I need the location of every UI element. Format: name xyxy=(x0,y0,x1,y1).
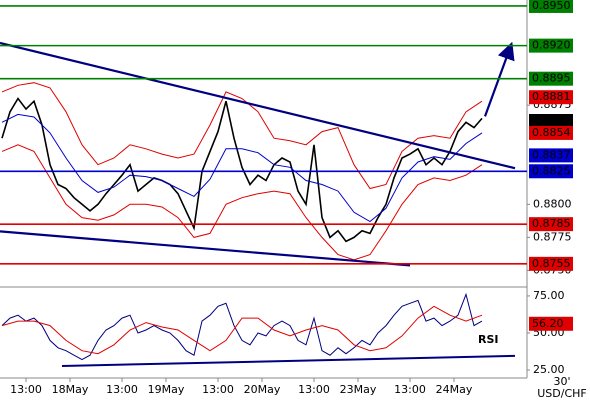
x-tick-label: 13:00 xyxy=(106,383,138,396)
y-tick-label: 75.00 xyxy=(533,289,565,302)
level-box xyxy=(529,148,573,163)
x-tick-label: 24May xyxy=(436,383,473,396)
series-line xyxy=(0,230,411,267)
level-box xyxy=(529,217,573,232)
x-tick-label: 13:00 xyxy=(202,383,234,396)
instrument: USD/CHF xyxy=(537,387,587,400)
y-tick-label: 25.00 xyxy=(533,363,565,376)
series-line xyxy=(483,41,515,117)
level-box xyxy=(529,256,573,271)
level-label: 0.8755 xyxy=(532,257,571,270)
series-line xyxy=(61,354,516,367)
level-label: 0.8854 xyxy=(532,126,571,139)
x-tick-label: 20May xyxy=(244,383,281,396)
level-label: 0.8785 xyxy=(532,217,571,230)
level-label: 0.8837 xyxy=(532,148,571,161)
x-tick-label: 13:00 xyxy=(394,383,426,396)
level-label: 0.8881 xyxy=(532,90,571,103)
level-label: 0.8863 xyxy=(532,114,571,127)
series-line xyxy=(1,144,483,261)
level-box xyxy=(529,71,573,86)
x-tick-label: 13:00 xyxy=(298,383,330,396)
rsi-label: RSI xyxy=(478,333,499,346)
x-tick-label: 18May xyxy=(52,383,89,396)
timeframe: 30' xyxy=(553,375,570,388)
series-line xyxy=(1,82,483,190)
series-line xyxy=(1,113,483,223)
level-box xyxy=(529,125,573,140)
level-box xyxy=(529,114,573,129)
level-box xyxy=(529,316,573,331)
level-box xyxy=(529,0,573,13)
level-box xyxy=(529,90,573,105)
level-box xyxy=(529,164,573,179)
level-box xyxy=(529,38,573,53)
series-line xyxy=(0,41,516,170)
x-tick-label: 19May xyxy=(148,383,185,396)
series-line xyxy=(1,292,483,361)
level-label: 0.8825 xyxy=(532,164,571,177)
series-line xyxy=(1,97,483,243)
y-tick-label: 0.8800 xyxy=(533,197,572,210)
series-line xyxy=(1,305,483,355)
x-tick-label: 23May xyxy=(340,383,377,396)
x-tick-label: 13:00 xyxy=(10,383,42,396)
level-label: 56.20 xyxy=(532,317,564,330)
level-label: 0.8895 xyxy=(532,72,571,85)
y-tick-label: 0.8775 xyxy=(533,230,572,243)
level-label: 0.8920 xyxy=(532,39,571,52)
level-label: 0.8950 xyxy=(532,0,571,12)
